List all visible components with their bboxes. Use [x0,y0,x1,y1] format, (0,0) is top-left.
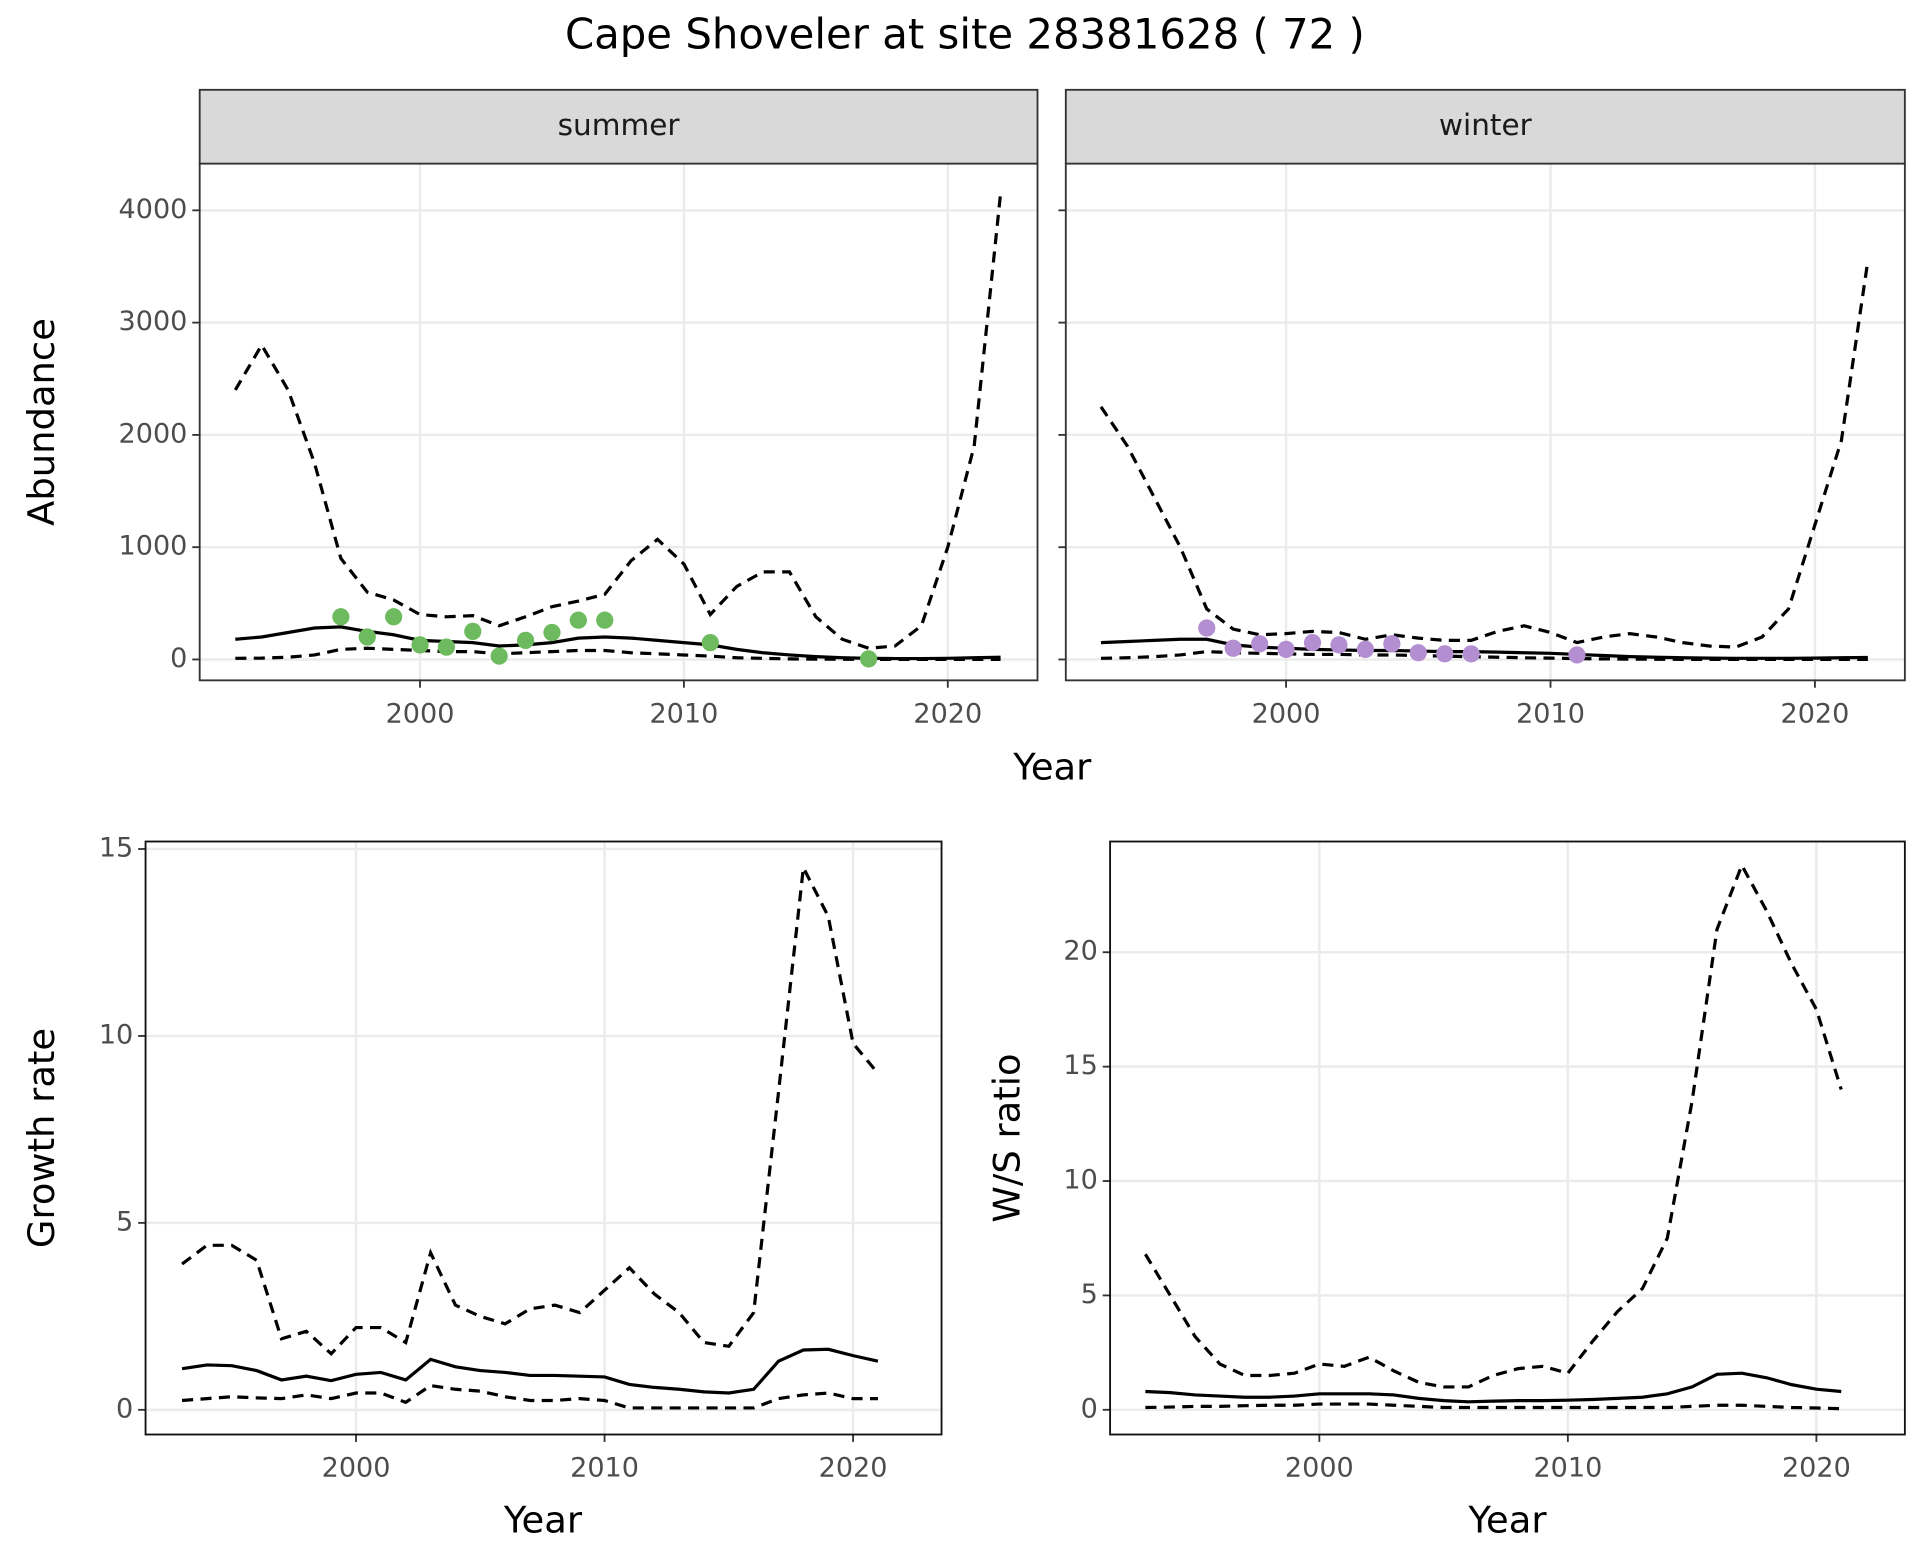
facet-label: summer [558,108,681,142]
interval-line [233,193,1003,650]
y-tick-label: 0 [116,1393,133,1424]
x-axis-label: Year [503,1498,583,1541]
y-tick-label: 2000 [119,418,188,449]
y-tick-label: 3000 [119,306,188,337]
panel-border [1109,840,1906,1436]
y-tick-label: 10 [1063,1165,1097,1196]
y-axis-label: Abundance [20,318,63,526]
mean-line [181,1347,879,1395]
x-tick-label: 2000 [386,698,455,729]
data-point [490,647,508,665]
facet-strip [1064,88,1906,165]
data-point [1277,640,1295,658]
y-tick-label: 10 [99,1019,133,1050]
y-tick-label: 1000 [119,531,188,562]
plot-background [199,163,1038,681]
data-point [1409,644,1427,662]
x-axis-label: Year [1467,1498,1547,1541]
data-point [1251,635,1269,653]
figure-title: Cape Shoveler at site 28381628 ( 72 ) [565,9,1365,58]
data-point [1224,639,1242,657]
data-point [543,623,561,642]
y-tick-label: 15 [1063,1050,1097,1081]
panel-border [144,840,943,1436]
data-point [569,611,587,629]
data-point [596,611,614,629]
x-tick-label: 2010 [1533,1452,1602,1483]
data-point [860,650,878,668]
data-point [516,631,535,649]
y-tick-label: 15 [99,832,133,863]
y-tick-label: 0 [1081,1393,1098,1424]
plot-background [145,841,942,1435]
data-point [332,608,350,626]
data-point [385,608,403,626]
interval-line [181,1383,878,1410]
x-tick-label: 2000 [322,1452,391,1483]
x-tick-label: 2020 [913,698,982,729]
x-tick-label: 2020 [1782,1452,1851,1483]
x-tick-label: 2020 [1781,698,1850,729]
plot-background [1110,841,1905,1435]
data-point [1356,640,1375,658]
interval-line [1099,260,1870,649]
data-point [1383,635,1401,653]
data-point [437,638,456,656]
x-tick-label: 2010 [570,1452,639,1483]
data-point [358,628,376,646]
x-tick-label: 2000 [1252,698,1321,729]
y-tick-label: 20 [1063,936,1097,967]
data-point [701,634,719,652]
y-axis-label: W/S ratio [986,1053,1029,1222]
interval-line [1144,861,1843,1389]
data-point [1436,645,1454,663]
mean-line [1145,1371,1842,1404]
x-tick-label: 2020 [819,1452,888,1483]
data-point [1198,619,1216,637]
y-tick-label: 5 [1081,1279,1098,1310]
data-point [411,636,429,654]
data-point [1330,636,1348,654]
facet-label: winter [1439,108,1533,142]
y-tick-label: 0 [170,643,187,674]
interval-line [181,862,880,1356]
y-axis-label: Growth rate [20,1028,63,1248]
x-axis-label: Year [1012,745,1092,788]
plot-background [1065,163,1905,681]
data-point [1303,634,1322,652]
x-tick-label: 2010 [649,698,718,729]
data-point [1568,646,1586,664]
interval-line [1145,1402,1842,1411]
data-point [1462,645,1480,663]
y-tick-label: 4000 [119,194,188,225]
facet-strip [198,88,1039,165]
x-tick-label: 2010 [1516,698,1585,729]
y-tick-label: 5 [116,1206,133,1237]
x-tick-label: 2000 [1285,1452,1354,1483]
data-point [464,622,482,641]
